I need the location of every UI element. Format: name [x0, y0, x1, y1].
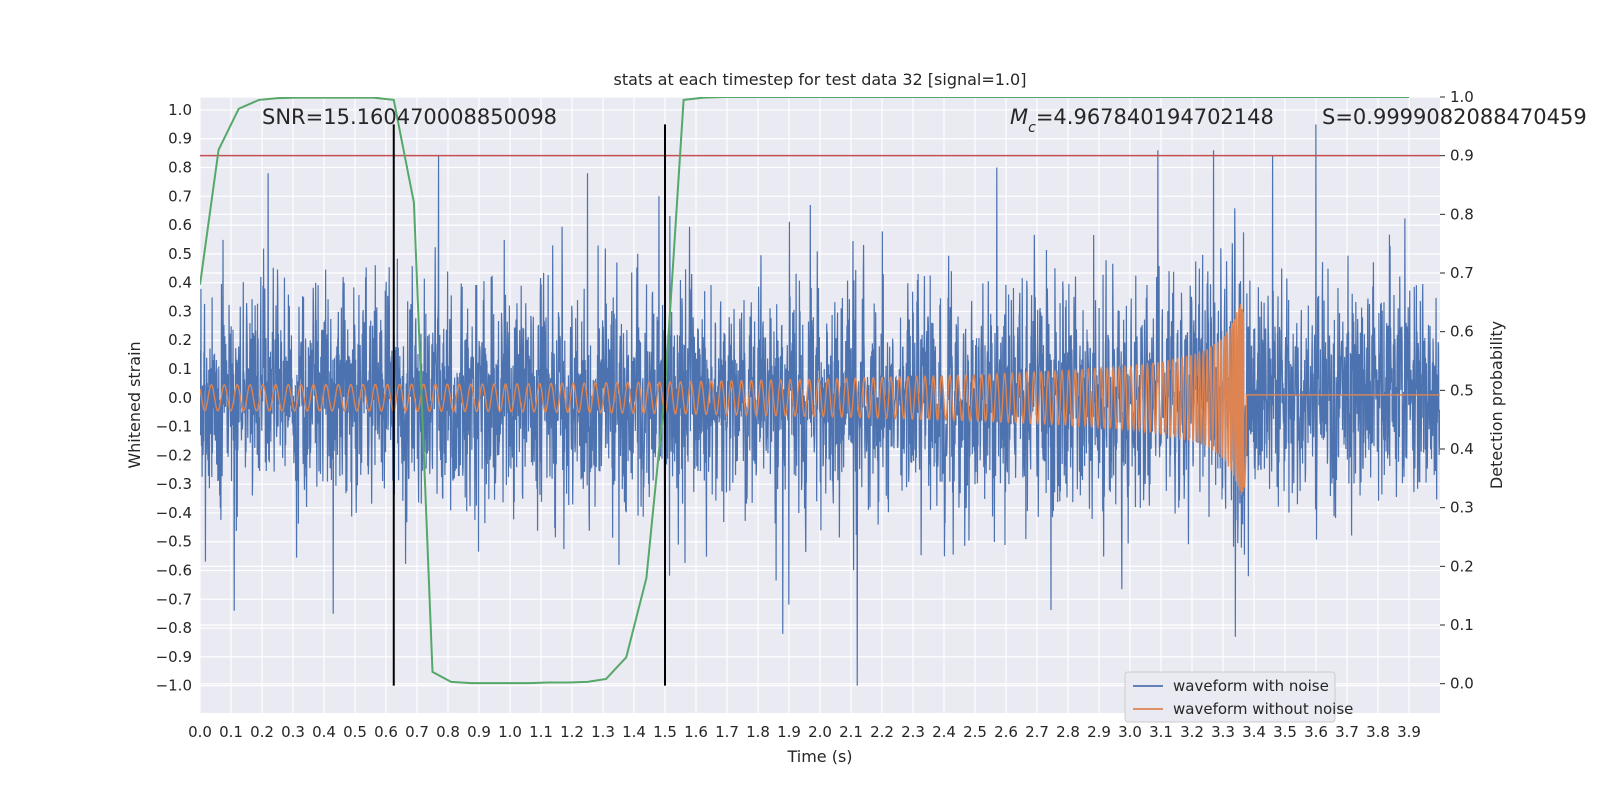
y2-tick-label: 0.8 — [1450, 205, 1474, 223]
x-tick-label: 2.4 — [932, 723, 956, 741]
chart-title: stats at each timestep for test data 32 … — [614, 70, 1027, 89]
y-tick-label: 0.1 — [168, 360, 192, 378]
x-tick-label: 3.3 — [1211, 723, 1235, 741]
y2-tick-label: 0.1 — [1450, 616, 1474, 634]
y2-tick-label: 0.9 — [1450, 147, 1474, 165]
x-tick-label: 2.7 — [1025, 723, 1049, 741]
series-detection-probability — [200, 97, 1409, 685]
y-tick-label: 0.3 — [168, 302, 192, 320]
x-tick-label: 1.5 — [653, 723, 677, 741]
legend-label-clean: waveform without noise — [1173, 700, 1353, 718]
y-tick-label: 0.0 — [168, 389, 192, 407]
x-tick-label: 3.5 — [1273, 723, 1297, 741]
x-tick-label: 0.9 — [467, 723, 491, 741]
legend: waveform with noise waveform without noi… — [1124, 671, 1353, 723]
x-tick-label: 0.3 — [281, 723, 305, 741]
y2-tick-label: 0.7 — [1450, 264, 1474, 282]
y-tick-label: 0.7 — [168, 187, 192, 205]
x-tick-label: 0.0 — [188, 723, 212, 741]
y-tick-label: −0.9 — [156, 648, 192, 666]
legend-box — [1124, 671, 1336, 723]
x-tick-label: 2.1 — [839, 723, 863, 741]
x-tick-label: 3.9 — [1397, 723, 1421, 741]
x-tick-label: 0.6 — [374, 723, 398, 741]
y-tick-label: −1.0 — [156, 677, 192, 695]
x-tick-label: 0.1 — [219, 723, 243, 741]
y-tick-label: −0.6 — [156, 562, 192, 580]
y-tick-label: −0.4 — [156, 504, 192, 522]
x-tick-label: 1.0 — [498, 723, 522, 741]
x-tick-label: 0.4 — [312, 723, 336, 741]
snr-annotation: SNR=15.160470008850098 — [262, 105, 557, 129]
x-tick-label: 1.7 — [715, 723, 739, 741]
y-tick-label: −0.5 — [156, 533, 192, 551]
x-axis-label: Time (s) — [786, 747, 852, 766]
y-tick-label: −0.7 — [156, 590, 192, 608]
vertical-markers — [392, 124, 666, 686]
x-tick-label: 3.8 — [1366, 723, 1390, 741]
x-tick-label: 1.4 — [622, 723, 646, 741]
x-tick-label: 2.8 — [1056, 723, 1080, 741]
series-waveform-without-noise — [200, 303, 1440, 496]
series-layer — [200, 97, 1440, 686]
y2-tick-label: 0.4 — [1450, 440, 1474, 458]
x-tick-label: 2.9 — [1087, 723, 1111, 741]
y2-tick-label: 1.0 — [1450, 88, 1474, 106]
y-axis-label: Whitened strain — [125, 341, 144, 468]
x-tick-label: 0.7 — [405, 723, 429, 741]
y-tick-label: −0.1 — [156, 418, 192, 436]
x-tick-label: 2.6 — [994, 723, 1018, 741]
y2-tick-label: 0.5 — [1450, 381, 1474, 399]
y2-axis-label: Detection probability — [1487, 321, 1506, 489]
chirp-mass-annotation: Mc=4.967840194702148 — [1010, 105, 1274, 136]
x-tick-label: 3.1 — [1149, 723, 1173, 741]
x-tick-label: 1.2 — [560, 723, 584, 741]
x-tick-label: 3.0 — [1118, 723, 1142, 741]
x-tick-label: 0.5 — [343, 723, 367, 741]
y2-axis-ticks: 1.0 0.9 0.8 0.7 0.6 0.5 0.4 0.3 0.2 0.1 0.0 — [1440, 88, 1474, 693]
y-axis-ticks: 1.0 0.9 0.8 0.7 0.6 0.5 0.4 0.3 0.2 0.1 0.0 −0.1 −0.… — [156, 101, 192, 695]
mc-value: =4.967840194702148 — [1036, 105, 1274, 129]
y-tick-label: −0.8 — [156, 619, 192, 637]
x-tick-label: 3.6 — [1304, 723, 1328, 741]
y-tick-label: 0.2 — [168, 331, 192, 349]
y-tick-label: −0.3 — [156, 475, 192, 493]
y-tick-label: 0.5 — [168, 245, 192, 263]
y2-tick-label: 0.2 — [1450, 557, 1474, 575]
y-tick-label: 0.8 — [168, 159, 192, 177]
y-tick-label: 0.4 — [168, 274, 192, 292]
x-tick-label: 0.8 — [436, 723, 460, 741]
x-tick-label: 0.2 — [250, 723, 274, 741]
x-tick-label: 2.3 — [901, 723, 925, 741]
x-tick-label: 3.4 — [1242, 723, 1266, 741]
x-tick-label: 1.9 — [777, 723, 801, 741]
y2-tick-label: 0.6 — [1450, 323, 1474, 341]
y2-tick-label: 0.3 — [1450, 499, 1474, 517]
mc-subscript: c — [1028, 120, 1036, 136]
legend-label-noise: waveform with noise — [1173, 677, 1329, 695]
x-tick-label: 2.0 — [808, 723, 832, 741]
y-tick-label: 0.9 — [168, 130, 192, 148]
s-annotation: S=0.9999082088470459 — [1322, 105, 1587, 129]
y2-tick-label: 0.0 — [1450, 675, 1474, 693]
y-tick-label: 0.6 — [168, 216, 192, 234]
x-tick-label: 1.3 — [591, 723, 615, 741]
x-axis-ticks: 0.0 0.1 0.2 0.3 0.4 0.5 0.6 0.7 0.8 0.9 1.0 1.1 1.2 1… — [188, 723, 1421, 741]
x-tick-label: 2.5 — [963, 723, 987, 741]
x-tick-label: 1.8 — [746, 723, 770, 741]
x-tick-label: 3.2 — [1180, 723, 1204, 741]
x-tick-label: 3.7 — [1335, 723, 1359, 741]
y-tick-label: 1.0 — [168, 101, 192, 119]
mc-symbol: M — [1010, 105, 1028, 129]
x-tick-label: 1.6 — [684, 723, 708, 741]
y-tick-label: −0.2 — [156, 446, 192, 464]
x-tick-label: 2.2 — [870, 723, 894, 741]
x-tick-label: 1.1 — [529, 723, 553, 741]
